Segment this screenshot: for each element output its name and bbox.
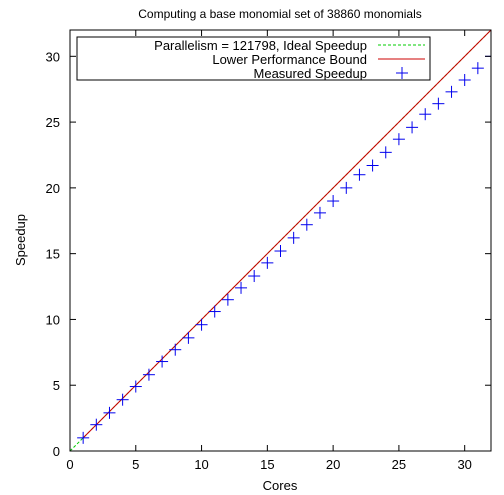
measured-speedup-point [471,62,484,75]
measured-speedup-point [419,108,432,121]
x-axis-label: Cores [263,478,298,493]
y-tick-label: 20 [46,181,60,196]
series-layer [70,30,491,451]
measured-speedup-point [235,281,248,294]
measured-speedup-point [261,256,274,269]
x-tick-label: 10 [194,457,208,472]
y-tick-label: 5 [53,378,60,393]
measured-speedup-point [77,431,90,444]
measured-speedup-point [300,218,313,231]
measured-speedup-point [90,418,103,431]
measured-speedup-point [116,393,129,406]
legend-label-lower-bound: Lower Performance Bound [212,52,367,67]
measured-speedup-point [208,305,221,318]
legend-swatch-measured [396,67,408,79]
legend-label-ideal: Parallelism = 121798, Ideal Speedup [154,38,367,53]
plot-frame [69,29,492,452]
x-tick-label: 20 [326,457,340,472]
measured-speedup-point [195,318,208,331]
measured-speedup-point [406,121,419,134]
x-tick-label: 30 [457,457,471,472]
legend-box [76,36,431,81]
measured-speedup-point [327,195,340,208]
measured-speedup-point [287,231,300,244]
measured-speedup-point [221,293,234,306]
lower-bound-line [82,30,491,439]
measured-speedup-point [169,343,182,356]
y-tick-label: 25 [46,115,60,130]
measured-speedup-point [313,206,326,219]
axis-ticks: 0 5 10 15 20 25 30 0 5 10 15 20 25 30 [46,30,491,472]
x-tick-label: 25 [392,457,406,472]
legend: Parallelism = 121798, Ideal Speedup Lowe… [76,36,431,81]
measured-speedup-point [340,181,353,194]
legend-label-measured: Measured Speedup [254,66,367,81]
measured-speedup-point [142,368,155,381]
y-tick-label: 15 [46,247,60,262]
y-axis-label: Speedup [13,214,28,266]
x-tick-label: 15 [260,457,274,472]
measured-speedup-point [129,380,142,393]
measured-speedup-point [103,406,116,419]
y-tick-label: 30 [46,49,60,64]
measured-speedup-point [182,331,195,344]
measured-speedup-point [156,355,169,368]
measured-speedup-point [353,168,366,181]
measured-speedup-point [432,97,445,110]
measured-speedup-point [274,245,287,258]
measured-speedup-point [366,159,379,172]
y-tick-label: 10 [46,312,60,327]
measured-speedup-point [379,146,392,159]
measured-speedup-point [248,270,261,283]
chart-title: Computing a base monomial set of 38860 m… [138,7,422,21]
measured-speedup-point [445,85,458,98]
x-tick-label: 0 [66,457,73,472]
measured-speedup-point [458,73,471,86]
measured-speedup-point [392,133,405,146]
x-tick-label: 5 [132,457,139,472]
y-tick-label: 0 [53,444,60,459]
